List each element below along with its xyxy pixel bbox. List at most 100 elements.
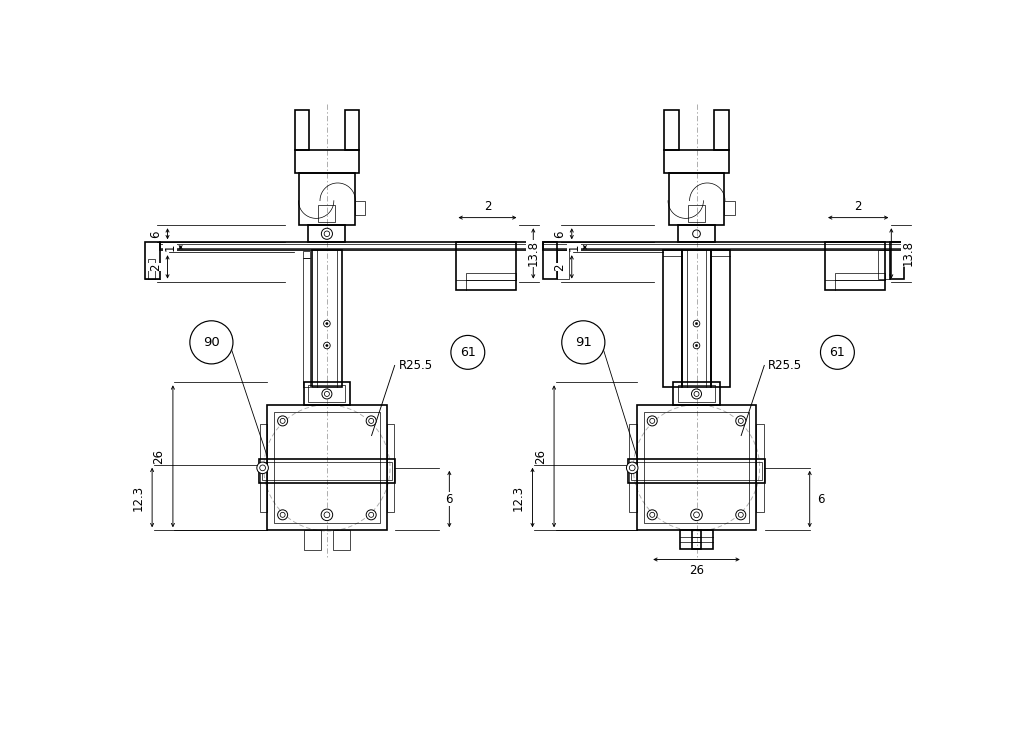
Circle shape <box>278 416 288 426</box>
Circle shape <box>281 418 285 424</box>
Bar <box>543 242 557 278</box>
Bar <box>688 206 705 222</box>
Circle shape <box>647 416 657 426</box>
Bar <box>456 242 515 289</box>
Bar <box>304 383 350 405</box>
Bar <box>678 225 715 242</box>
Bar <box>637 405 756 530</box>
Text: 1: 1 <box>567 243 581 251</box>
Bar <box>267 405 387 530</box>
Bar <box>878 249 890 278</box>
Circle shape <box>650 418 654 424</box>
Circle shape <box>260 465 265 471</box>
Bar <box>308 386 345 402</box>
Bar <box>304 530 321 550</box>
Circle shape <box>738 418 743 424</box>
Text: 2: 2 <box>148 263 162 270</box>
Text: 61: 61 <box>829 346 845 359</box>
Text: 26: 26 <box>689 564 705 577</box>
Circle shape <box>694 391 699 397</box>
Circle shape <box>736 416 745 426</box>
Circle shape <box>627 462 638 474</box>
Circle shape <box>325 231 330 236</box>
Circle shape <box>322 228 333 239</box>
Circle shape <box>324 512 330 518</box>
Circle shape <box>326 322 328 324</box>
Circle shape <box>281 512 285 518</box>
Text: 12.3: 12.3 <box>132 485 144 510</box>
Circle shape <box>820 335 854 370</box>
Text: 2: 2 <box>483 200 492 214</box>
Bar <box>663 249 682 386</box>
Bar <box>303 258 309 386</box>
Circle shape <box>736 510 745 520</box>
Bar <box>345 110 359 150</box>
Bar <box>387 424 394 512</box>
Bar <box>148 259 156 278</box>
Bar <box>333 530 350 550</box>
Bar <box>890 242 904 278</box>
Circle shape <box>322 509 333 521</box>
Circle shape <box>738 512 743 518</box>
Text: 90: 90 <box>203 336 220 349</box>
Bar <box>299 173 354 225</box>
Bar <box>665 150 729 173</box>
Bar <box>678 386 715 402</box>
Circle shape <box>367 416 376 426</box>
Bar <box>318 206 336 222</box>
Text: 26: 26 <box>534 449 547 464</box>
Circle shape <box>324 320 330 327</box>
Text: 6: 6 <box>148 230 162 238</box>
Bar <box>160 242 531 249</box>
Text: 6: 6 <box>553 230 566 238</box>
Bar <box>274 413 380 523</box>
Bar <box>692 530 714 549</box>
Text: R25.5: R25.5 <box>768 359 802 372</box>
Circle shape <box>630 465 635 471</box>
Bar <box>312 249 342 386</box>
Circle shape <box>562 321 605 364</box>
Circle shape <box>369 418 374 424</box>
Bar <box>632 462 762 480</box>
Circle shape <box>693 342 699 348</box>
Text: 13.8: 13.8 <box>526 241 540 266</box>
Bar <box>303 251 309 258</box>
Bar <box>295 110 309 150</box>
Bar <box>629 424 637 512</box>
Bar <box>466 273 515 280</box>
Circle shape <box>367 510 376 520</box>
Circle shape <box>691 389 701 399</box>
Circle shape <box>189 321 233 364</box>
Text: 6: 6 <box>445 493 453 505</box>
Circle shape <box>691 509 702 521</box>
Bar <box>557 249 569 278</box>
Text: 6: 6 <box>817 493 824 505</box>
Text: R25.5: R25.5 <box>398 359 433 372</box>
Text: 6: 6 <box>445 493 453 505</box>
Text: 1: 1 <box>164 243 176 251</box>
Bar <box>665 110 679 150</box>
Bar <box>682 249 711 386</box>
Bar <box>308 225 345 242</box>
Text: 26: 26 <box>153 449 166 464</box>
Bar <box>724 200 735 214</box>
Text: 61: 61 <box>460 346 476 359</box>
Bar <box>711 249 730 386</box>
Bar <box>354 200 366 214</box>
Circle shape <box>257 462 268 474</box>
Circle shape <box>693 512 699 518</box>
Circle shape <box>650 512 654 518</box>
Text: 12.3: 12.3 <box>512 485 525 510</box>
Bar <box>674 383 720 405</box>
Bar <box>295 150 359 173</box>
Bar <box>262 462 392 480</box>
Circle shape <box>278 510 288 520</box>
Bar <box>259 459 395 483</box>
Circle shape <box>326 344 328 347</box>
Text: 13.8: 13.8 <box>902 241 914 266</box>
Bar <box>644 413 750 523</box>
Circle shape <box>693 320 699 327</box>
Bar <box>543 242 904 249</box>
Bar <box>756 424 764 512</box>
Circle shape <box>324 342 330 348</box>
